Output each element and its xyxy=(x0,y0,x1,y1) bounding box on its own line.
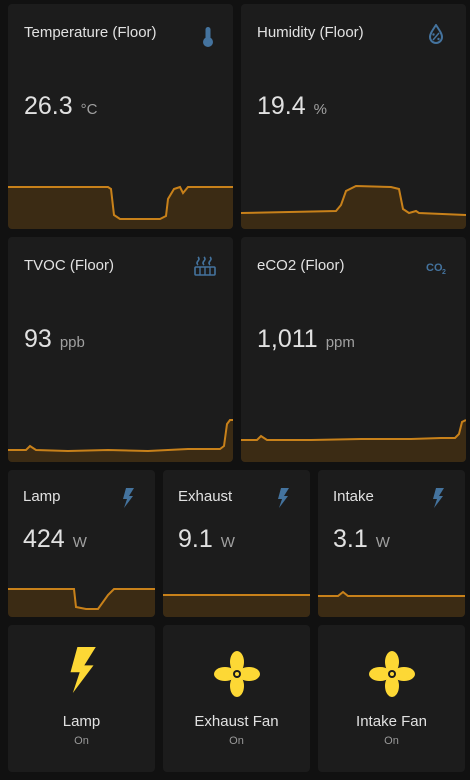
radiator-icon xyxy=(194,256,216,276)
exhaust-power-unit: W xyxy=(220,534,235,551)
exhaust-fan-button[interactable]: Exhaust Fan On xyxy=(163,625,310,772)
intake-power-value: 3.1 W xyxy=(333,525,390,553)
button-name: Lamp xyxy=(62,713,101,730)
intake-power-unit: W xyxy=(375,534,390,551)
intake-power-card[interactable]: Intake 3.1 W xyxy=(318,470,465,617)
temperature-graph xyxy=(8,185,233,229)
lamp-power-unit: W xyxy=(72,534,87,551)
thermometer-icon xyxy=(203,27,213,47)
card-title: TVOC (Floor) xyxy=(24,257,114,274)
tvoc-card[interactable]: TVOC (Floor) 93 ppb xyxy=(8,237,233,462)
eco2-value: 1,011 ppm xyxy=(257,325,355,353)
lamp-power-value: 424 W xyxy=(23,525,87,553)
flash-icon xyxy=(123,488,134,508)
lamp-power-card[interactable]: Lamp 424 W xyxy=(8,470,155,617)
flash-icon xyxy=(70,647,96,693)
fan-icon xyxy=(213,651,260,697)
card-title: Humidity (Floor) xyxy=(257,24,364,41)
button-name: Intake Fan xyxy=(356,713,427,730)
button-name: Exhaust Fan xyxy=(194,713,279,730)
tvoc-unit: ppb xyxy=(59,334,85,351)
eco2-card[interactable]: eCO2 (Floor) CO 2 1,011 ppm xyxy=(241,237,466,462)
svg-text:2: 2 xyxy=(442,269,446,275)
exhaust-power-value: 9.1 W xyxy=(178,525,235,553)
fan-icon xyxy=(368,651,415,697)
humidity-card[interactable]: Humidity (Floor) 19.4% xyxy=(241,4,466,229)
button-state: On xyxy=(384,735,399,747)
button-state: On xyxy=(229,735,244,747)
intake-power-graph xyxy=(318,590,465,617)
button-state: On xyxy=(74,735,89,747)
intake-fan-button[interactable]: Intake Fan On xyxy=(318,625,465,772)
card-title: Intake xyxy=(333,488,374,505)
co2-icon: CO 2 xyxy=(426,262,446,275)
water-percent-icon xyxy=(428,24,444,44)
flash-icon xyxy=(278,488,289,508)
lamp-button[interactable]: Lamp On xyxy=(8,625,155,772)
svg-text:CO: CO xyxy=(426,262,443,274)
temperature-unit: °C xyxy=(80,101,98,118)
eco2-unit: ppm xyxy=(325,334,355,351)
card-title: Lamp xyxy=(23,488,61,505)
exhaust-power-card[interactable]: Exhaust 9.1 W xyxy=(163,470,310,617)
card-title: eCO2 (Floor) xyxy=(257,257,345,274)
lamp-power-graph xyxy=(8,588,155,617)
flash-icon xyxy=(433,488,444,508)
eco2-graph xyxy=(241,419,466,462)
humidity-value: 19.4% xyxy=(257,92,328,120)
card-title: Exhaust xyxy=(178,488,233,505)
temperature-card[interactable]: Temperature (Floor) 26.3 °C xyxy=(8,4,233,229)
humidity-graph xyxy=(241,184,466,229)
exhaust-power-graph xyxy=(163,594,310,617)
humidity-unit: % xyxy=(313,101,328,118)
tvoc-value: 93 ppb xyxy=(24,325,85,353)
tvoc-graph xyxy=(8,419,233,462)
card-title: Temperature (Floor) xyxy=(24,24,157,41)
temperature-value: 26.3 °C xyxy=(24,92,98,120)
